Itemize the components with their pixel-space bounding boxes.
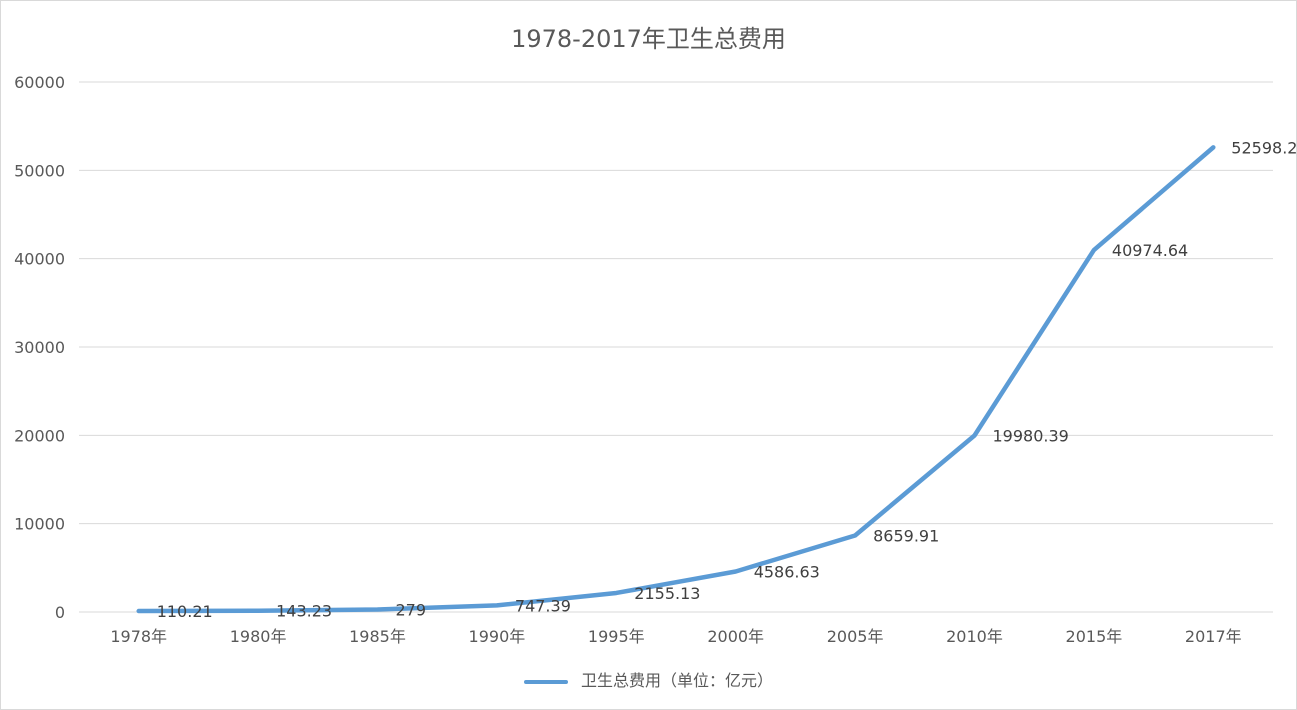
y-tick-label: 60000	[14, 73, 65, 92]
chart-title: 1978-2017年卫生总费用	[511, 25, 786, 53]
x-tick-label: 1985年	[349, 627, 406, 646]
y-tick-label: 40000	[14, 250, 65, 269]
y-axis-ticks: 0 10000 20000 30000 40000 50000 60000	[14, 73, 65, 622]
y-tick-label: 20000	[14, 426, 65, 445]
x-tick-label: 2000年	[707, 627, 764, 646]
data-label: 143.23	[276, 602, 332, 621]
x-tick-label: 1990年	[469, 627, 526, 646]
data-label: 110.21	[157, 602, 213, 621]
series-line	[136, 145, 1216, 614]
x-axis-ticks: 1978年 1980年 1985年 1990年 1995年 2000年 2005年 2010年…	[110, 627, 1241, 646]
y-tick-label: 50000	[14, 161, 65, 180]
data-label: 19980.39	[993, 427, 1069, 446]
x-tick-label: 1978年	[110, 627, 167, 646]
x-tick-label: 1995年	[588, 627, 645, 646]
y-tick-label: 10000	[14, 515, 65, 534]
y-tick-label: 30000	[14, 338, 65, 357]
data-label: 2155.13	[634, 584, 700, 603]
legend: 卫生总费用（单位：亿元）	[1, 667, 1296, 691]
series-layer	[136, 145, 1216, 614]
x-tick-label: 2017年	[1185, 627, 1242, 646]
x-tick-label: 1980年	[230, 627, 287, 646]
data-label: 747.39	[515, 596, 571, 615]
data-label: 4586.63	[754, 562, 820, 581]
data-label: 52598.28	[1231, 138, 1296, 157]
legend-swatch	[523, 679, 568, 684]
data-label: 279	[396, 601, 427, 620]
grid-lines	[79, 81, 1273, 613]
data-label: 40974.64	[1112, 241, 1188, 260]
data-labels: 110.21 143.23 279 747.39 2155.13 4586.63 8659.…	[157, 138, 1296, 621]
x-tick-label: 2005年	[827, 627, 884, 646]
x-tick-label: 2010年	[946, 627, 1003, 646]
x-tick-label: 2015年	[1066, 627, 1123, 646]
y-tick-label: 0	[55, 603, 65, 622]
legend-label: 卫生总费用（单位：亿元）	[581, 671, 774, 690]
data-label: 8659.91	[873, 527, 939, 546]
